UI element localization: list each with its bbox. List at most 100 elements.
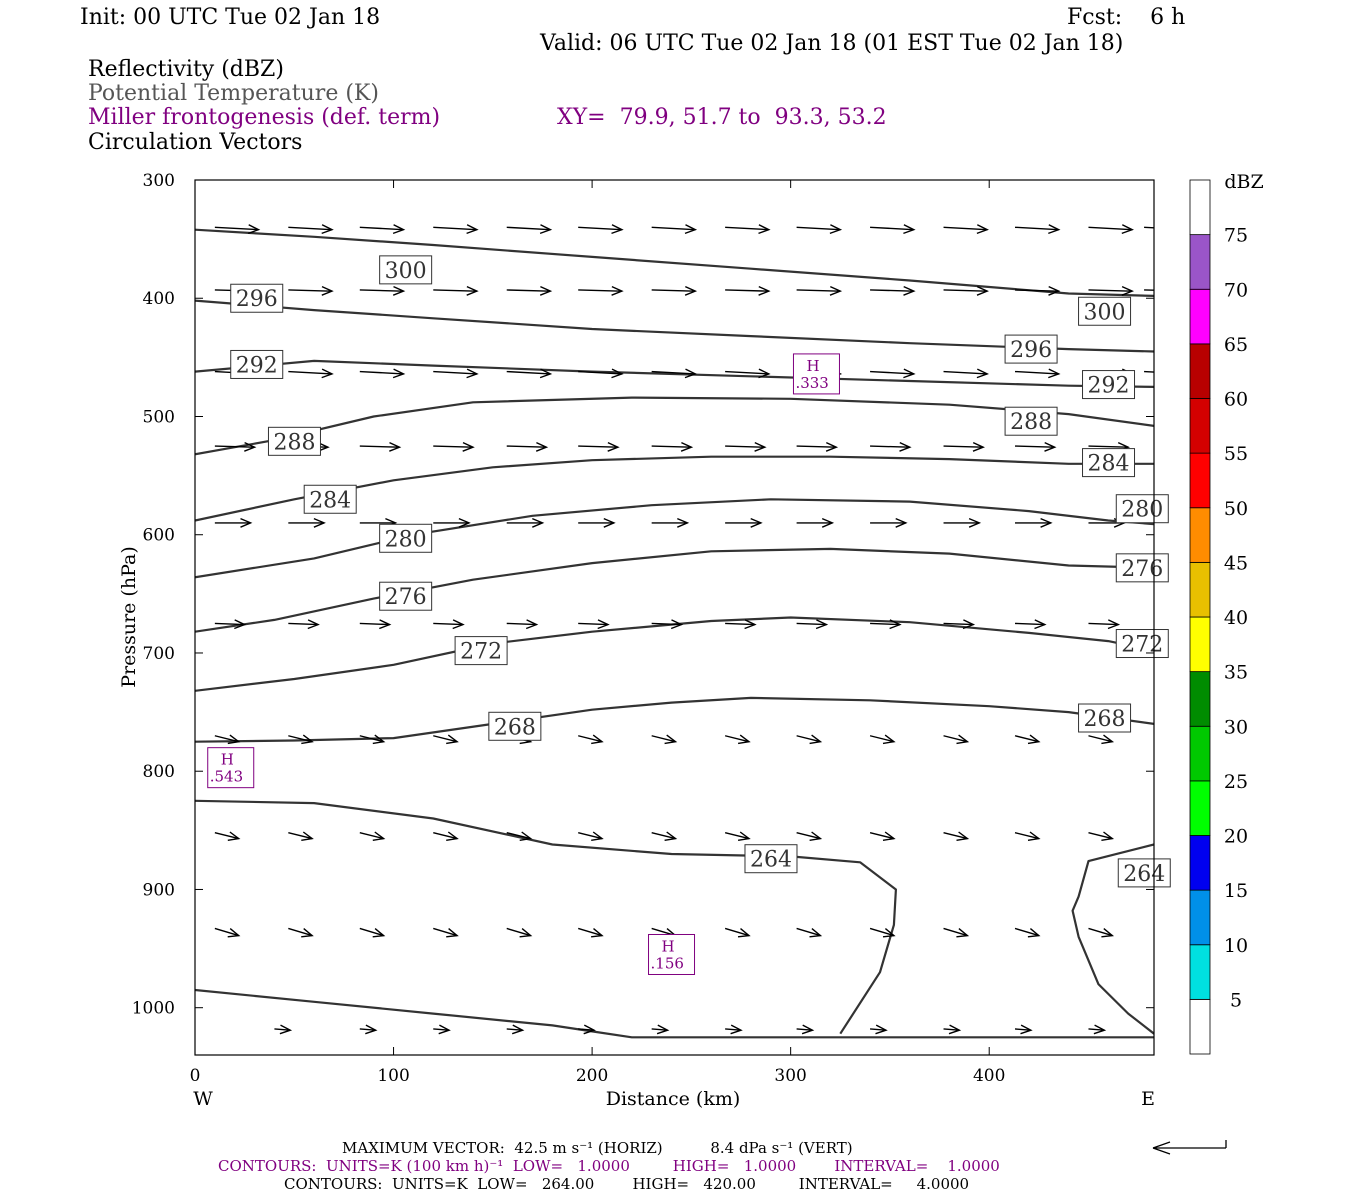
circulation-vector [288,619,320,630]
y-tick-label: 600 [143,526,175,546]
theta-contour-268 [195,696,1154,743]
circulation-vector [433,517,471,528]
circulation-vector [288,831,314,841]
circulation-vector [796,285,843,296]
theta-contour-264 [1071,843,1154,1035]
circulation-vector [433,285,479,296]
circulation-vector [870,441,912,452]
svg-text:288: 288 [273,430,315,455]
colorbar-swatch [1189,507,1211,563]
contour-label: 284 [303,484,357,514]
circulation-vector [796,517,835,528]
circulation-vector [214,831,241,841]
circulation-vector [288,517,326,528]
svg-text:280: 280 [385,527,427,552]
circulation-vector [1088,285,1135,296]
contour-label: 284 [1082,448,1136,478]
circulation-vector [433,734,459,745]
contour-label: 272 [1115,629,1169,659]
circulation-vector [506,285,553,296]
circulation-vector [651,441,694,452]
circulation-vector [1088,831,1115,841]
circulation-vector [725,368,771,379]
east-label: E [1141,1088,1155,1110]
colorbar-swatch [1189,561,1211,618]
circulation-vector [943,285,989,296]
y-tick-label: 900 [143,880,175,900]
field-potential-temperature: Potential Temperature (K) [88,81,379,106]
circulation-vector [288,368,334,379]
colorbar-level-label: 45 [1224,552,1248,574]
circulation-vector [725,224,771,235]
circulation-vector [1014,734,1041,745]
dbz-colorbar: 5 10 15 20 25 30 35 40 45 50 55 60 65 70 75 [1189,179,1248,1055]
circulation-vector [1014,619,1047,630]
circulation-vector [359,619,392,630]
contour-label: 268 [488,711,542,741]
circulation-vector [1088,619,1121,630]
circulation-vector [288,224,334,235]
circulation-vector [506,517,545,528]
circulation-vector [651,831,678,841]
svg-text:276: 276 [385,585,427,610]
theta-contour-292 [195,359,1154,388]
svg-text:268: 268 [494,715,536,740]
circulation-vector [359,224,406,235]
circulation-vector [796,831,823,841]
colorbar-swatch [1189,234,1211,290]
theta-contour-280 [195,498,1154,579]
valid-time: Valid: 06 UTC Tue 02 Jan 18 (01 EST Tue … [540,31,1124,56]
circulation-vector [214,517,253,528]
x-tick-label: 200 [576,1066,608,1086]
circulation-vector [870,619,902,630]
circulation-vector [651,734,678,745]
circulation-vector [651,619,684,630]
x-tick-label: 400 [973,1066,1005,1086]
circulation-vector [506,224,553,235]
contour-label: 268 [1078,703,1132,733]
contour-label: 272 [454,636,508,666]
colorbar-level-label: 60 [1224,389,1248,411]
colorbar-swatch [1189,179,1211,236]
circulation-vector [433,927,459,938]
svg-text:300: 300 [1084,300,1126,325]
colorbar-level-label: 35 [1224,662,1248,684]
circulation-vector [796,441,839,452]
circulation-vector [725,1024,743,1035]
circulation-vector [943,619,976,630]
circulation-vector [796,734,823,745]
y-tick-label: 700 [143,644,175,664]
circulation-vector [1144,370,1154,373]
forecast-hour: Fcst: 6 h [1067,5,1186,30]
circulation-vector [1014,224,1061,235]
circulation-vector [796,1024,815,1035]
circulation-vector [869,927,896,938]
svg-text:276: 276 [1121,557,1163,582]
colorbar-swatch [1189,835,1211,891]
colorbar-level-label: 75 [1224,225,1248,247]
circulation-vector [578,517,616,528]
circulation-vector [433,368,479,379]
west-label: W [193,1088,213,1110]
svg-text:272: 272 [460,640,502,665]
circulation-vector [725,441,767,452]
circulation-vector [214,927,241,938]
colorbar-swatch [1189,452,1211,509]
svg-text:264: 264 [750,848,792,873]
circulation-vector [506,831,533,841]
colorbar-level-label: 70 [1224,279,1248,301]
colorbar-swatch [1189,780,1211,836]
plot-frame [194,179,1155,1056]
contour-label: 280 [379,523,433,553]
circulation-vector [943,441,985,452]
circulation-vector [1088,1024,1107,1035]
circulation-vector [433,1024,451,1035]
svg-text:272: 272 [1121,633,1163,658]
circulation-vector [1088,224,1134,235]
circulation-vector [578,441,620,452]
circulation-vector [1144,226,1154,229]
circulation-vector [214,224,261,235]
frontogenesis-max: H.156 [648,933,696,975]
colorbar-swatch [1189,398,1211,454]
circulation-vector [943,368,990,379]
